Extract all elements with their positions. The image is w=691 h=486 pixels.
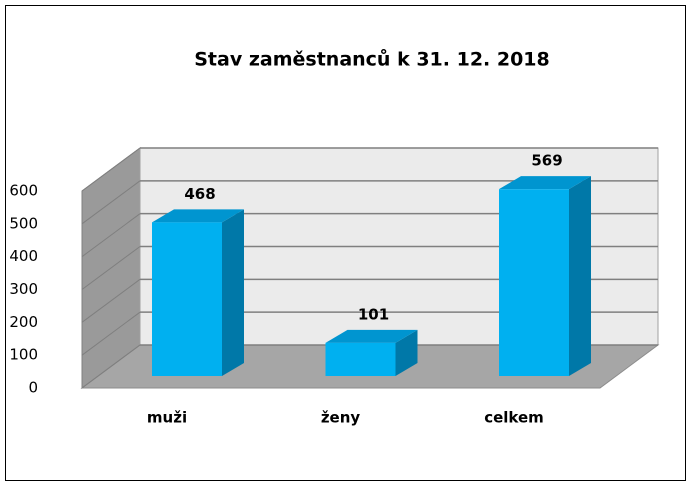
y-tick-label: 300 xyxy=(9,280,38,298)
bar-side xyxy=(569,176,591,376)
bar xyxy=(152,222,222,376)
y-tick-label: 400 xyxy=(9,247,38,265)
value-label: 101 xyxy=(358,305,389,323)
y-tick-label: 500 xyxy=(9,214,38,232)
value-label: 468 xyxy=(184,185,215,203)
bar-top xyxy=(152,209,244,223)
grid-line xyxy=(81,213,141,258)
bar-top xyxy=(325,329,418,343)
bar xyxy=(325,342,396,376)
chart-title: Stav zaměstnanců k 31. 12. 2018 xyxy=(194,48,550,71)
value-label: 569 xyxy=(531,152,562,170)
grid-line xyxy=(81,311,141,356)
x-tick-label: muži xyxy=(147,409,187,427)
bar-side xyxy=(222,209,244,376)
y-tick-label: 600 xyxy=(9,182,38,200)
x-tick-label: celkem xyxy=(484,409,544,427)
bar-side xyxy=(395,329,418,376)
grid-line xyxy=(81,246,141,290)
x-tick-label: ženy xyxy=(321,409,361,427)
y-tick-label: 100 xyxy=(9,346,38,364)
y-tick-label: 0 xyxy=(28,379,38,397)
grid-line xyxy=(81,180,141,225)
grid-line xyxy=(81,147,141,192)
grid-line xyxy=(81,344,141,389)
bar-top xyxy=(499,176,591,190)
bar xyxy=(499,189,569,376)
y-tick-label: 200 xyxy=(9,313,38,331)
grid-line xyxy=(81,278,141,323)
